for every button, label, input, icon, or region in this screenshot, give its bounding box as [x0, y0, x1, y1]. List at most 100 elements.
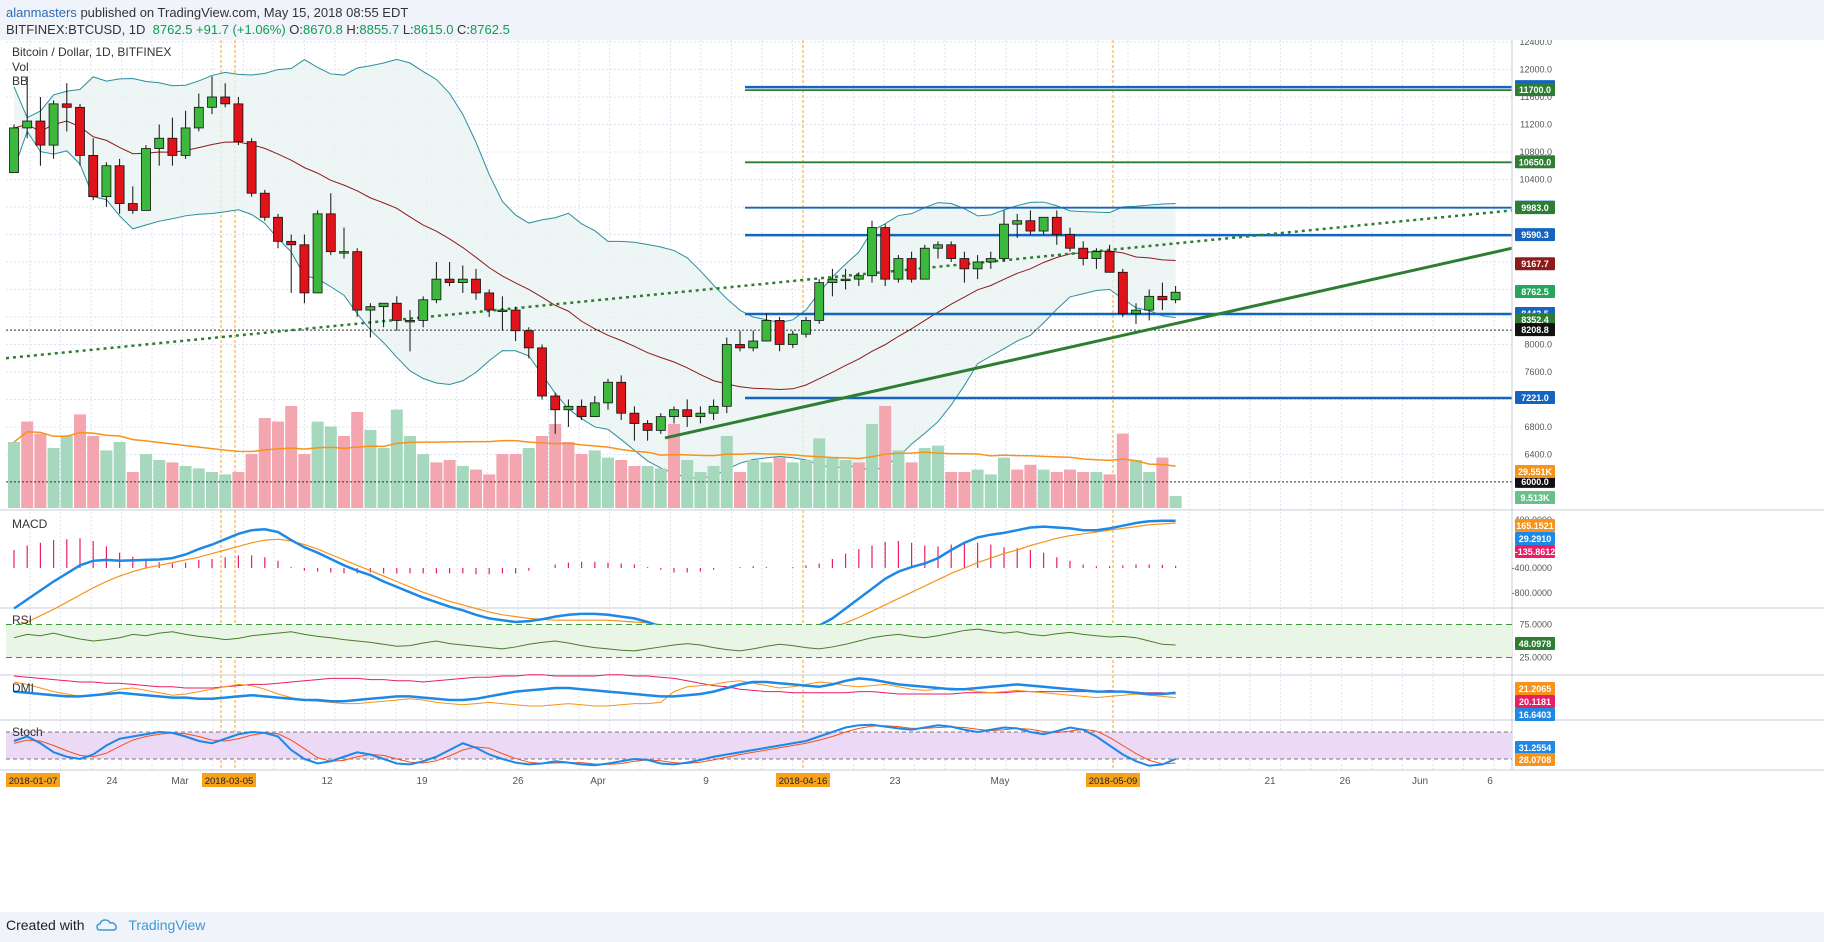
axis-badge-bg: [1515, 695, 1555, 708]
candle-body: [286, 240, 297, 246]
candle-body: [761, 319, 772, 342]
price-badge: 8762.5: [1515, 285, 1555, 299]
axis-badge-bg: [1515, 257, 1555, 271]
dmi-minus-line: [13, 674, 1176, 695]
candle-body: [721, 344, 732, 407]
candle-body: [312, 213, 323, 294]
dmi-badge: 16.6403: [1515, 708, 1555, 721]
symbol-name: BITFINEX:BTCUSD, 1D: [6, 22, 146, 37]
published-text: published on TradingView.com, May 15, 20…: [80, 5, 409, 20]
axis-badge-label: 21.2065: [1519, 684, 1552, 694]
indicator-label-bb: BB: [12, 74, 28, 88]
axis-badge-label: 16.6403: [1519, 710, 1552, 720]
symbol-info: BITFINEX:BTCUSD, 1D 8762.5 +91.7 (+1.06%…: [6, 22, 510, 37]
volume-bar: [615, 460, 628, 508]
volume-bar: [602, 457, 614, 508]
volume-bar: [1037, 469, 1050, 508]
volume-bar: [641, 466, 654, 508]
axis-badge-label: -135.8612: [1515, 547, 1556, 557]
price-tick-label: 11600.0: [1520, 92, 1552, 102]
axis-badge-bg: [1515, 201, 1555, 215]
axis-badge-label: 31.2554: [1519, 743, 1552, 753]
axis-badge-label: 29.551K: [1518, 467, 1553, 477]
candle-body: [840, 278, 851, 282]
volume-bar: [654, 468, 667, 508]
volume-bar: [852, 462, 865, 508]
volume-bar: [1103, 474, 1116, 508]
time-tick-label: 24: [106, 776, 118, 787]
time-tick-label: 23: [889, 776, 901, 787]
stoch-d-line: [13, 725, 1176, 765]
axis-badge-bg: [1515, 519, 1555, 532]
tradingview-brand[interactable]: TradingView: [128, 917, 206, 933]
volume-bar: [74, 414, 86, 508]
volume-bar: [866, 424, 878, 508]
candle-body: [1170, 291, 1181, 301]
volume-bar: [351, 412, 364, 508]
candles: [9, 76, 1181, 441]
open-value: 8670.8: [303, 22, 343, 37]
axis-badge-label: 29.2910: [1519, 534, 1552, 544]
axis-badge-label: 8352.4: [1521, 315, 1549, 325]
volume-bar: [219, 474, 232, 508]
price-tick-label: 8000.0: [1524, 339, 1552, 349]
candle-body: [695, 412, 706, 418]
volume-bar: [813, 438, 826, 508]
volume-bar: [747, 460, 760, 508]
axis-badge-bg: [1515, 313, 1555, 327]
candle-body: [61, 103, 72, 108]
volume-bar: [681, 460, 694, 508]
low-value: 8615.0: [413, 22, 454, 37]
dotted-trend-line: [5, 209, 1513, 360]
candle-body: [1091, 251, 1102, 259]
price-axis-area: [1512, 40, 1824, 912]
volume-bar: [918, 448, 931, 508]
volume-bar: [87, 436, 100, 508]
volume-bar: [1143, 472, 1156, 508]
candle-body: [352, 251, 363, 311]
volume-bar: [404, 436, 416, 508]
candle-body: [1104, 251, 1115, 273]
macd-title: MACD: [12, 517, 48, 531]
candle-body: [273, 216, 283, 242]
date-marker-bg: [1086, 773, 1140, 787]
volume-bar: [892, 450, 905, 508]
volume-bar: [417, 454, 430, 508]
candle-body: [299, 244, 310, 294]
candle-body: [748, 340, 759, 349]
volume-bar: [47, 448, 60, 508]
volume-bar: [285, 406, 298, 508]
rsi-tick-label: 75.0000: [1519, 620, 1552, 630]
time-tick-label: 19: [416, 776, 428, 787]
axis-badge-bg: [1515, 532, 1555, 545]
volume-bar: [1011, 469, 1024, 508]
rsi-band-fill: [6, 624, 1512, 658]
date-marker-bg: [776, 773, 830, 787]
axis-badge-label: 20.1181: [1519, 697, 1551, 707]
dmi-badge: 21.2065: [1515, 682, 1555, 695]
price-badge: 7221.0: [1515, 391, 1555, 405]
price-tick-label: 12000.0: [1519, 64, 1552, 74]
author-link[interactable]: alanmasters: [6, 5, 77, 20]
candle-body: [946, 244, 957, 259]
candle-body: [655, 416, 666, 431]
candle-body: [418, 299, 429, 321]
volume-bar: [311, 421, 324, 508]
volume-bar: [773, 457, 786, 508]
candle-body: [48, 103, 59, 146]
time-tick-label: 26: [512, 776, 524, 787]
candle-body: [431, 278, 442, 301]
volume-bar: [786, 462, 799, 508]
volume-bar: [760, 462, 773, 508]
volume-bar: [390, 409, 403, 508]
candle-body: [1117, 271, 1128, 314]
volume-bar: [483, 474, 496, 508]
candle-body: [35, 120, 46, 146]
axis-badge-bg: [1515, 753, 1555, 766]
axis-badge-bg: [1515, 637, 1555, 650]
candle-body: [919, 247, 930, 280]
axis-badge-label: 9167.7: [1521, 259, 1549, 269]
axis-badge-label: 8762.5: [1521, 287, 1549, 297]
volume-bar: [298, 454, 311, 508]
